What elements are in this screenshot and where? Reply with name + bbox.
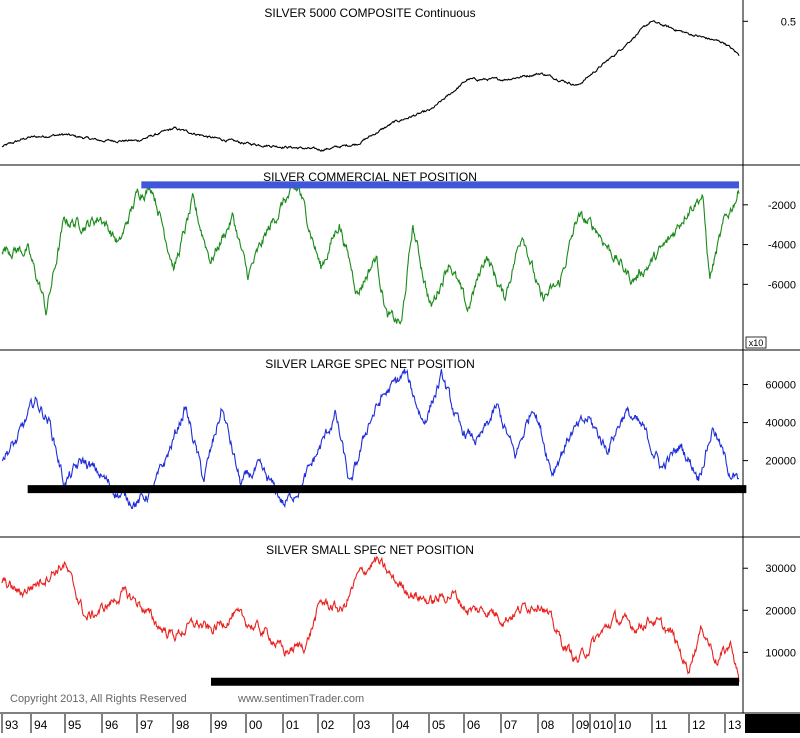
x-tick-label: 94 [34,718,48,732]
series-line [1,185,740,325]
y-tick-label: -4000 [768,240,796,252]
series-line [1,555,740,683]
x-tick-label: 10 [618,718,632,732]
panel-4: SILVER SMALL SPEC NET POSITION 10000 20000… [0,537,800,714]
x-tick-label: 11 [655,718,668,732]
y-tick-label: 20000 [765,605,796,617]
x-tick-label: 98 [176,718,190,732]
x-tick-label: 02 [321,718,335,732]
chart-title: SILVER 5000 COMPOSITE Continuous [264,6,475,20]
x-tick-label: 97 [140,718,154,732]
y-tick-label: -6000 [768,279,796,291]
panel-3: SILVER LARGE SPEC NET POSITION 20000 40000… [0,350,800,538]
x-tick-label: 07 [504,718,518,732]
panel-1: SILVER 5000 COMPOSITE Continuous 0.5 [0,0,800,166]
y-tick-label: 40000 [765,418,796,430]
x-tick-label: 93 [5,718,19,732]
y-tick-label: 30000 [765,563,796,575]
chart-title: SILVER SMALL SPEC NET POSITION [266,543,474,557]
x-tick-label: 12 [692,718,706,732]
x-tick-label: 00 [249,718,263,732]
series-line [1,368,740,510]
y-tick-label: 0.5 [781,16,796,28]
x-tick-label: 010 [593,718,613,732]
x-tick-label: 03 [357,718,371,732]
chart-title: SILVER LARGE SPEC NET POSITION [265,357,475,371]
series-line [1,20,740,152]
y-tick-label: 10000 [765,647,796,659]
y-tick-label: 60000 [765,380,796,392]
x-tick-label: 96 [105,718,119,732]
x-tick-label: 05 [432,718,446,732]
axis-corner-block [745,714,800,733]
chart-title: SILVER COMMERCIAL NET POSITION [263,170,477,184]
multiplier-label: x10 [749,338,764,348]
x-tick-label: 01 [286,718,300,732]
panel-2: SILVER COMMERCIAL NET POSITION -2000 -4000… [0,165,800,351]
y-tick-label: -2000 [768,200,796,212]
x-tick-label: 06 [467,718,481,732]
x-tick-label: 09 [576,718,590,732]
website-text: www.sentimenTrader.com [237,693,364,705]
x-tick-label: 13 [728,718,742,732]
copyright-text: Copyright 2013, All Rights Reserved [10,693,187,705]
x-tick-label: 99 [214,718,228,732]
multiplier-box [745,336,767,349]
x-tick-label: 08 [541,718,555,732]
x-tick-label: 04 [396,718,410,732]
y-tick-label: 20000 [765,456,796,468]
x-tick-label: 95 [68,718,82,732]
